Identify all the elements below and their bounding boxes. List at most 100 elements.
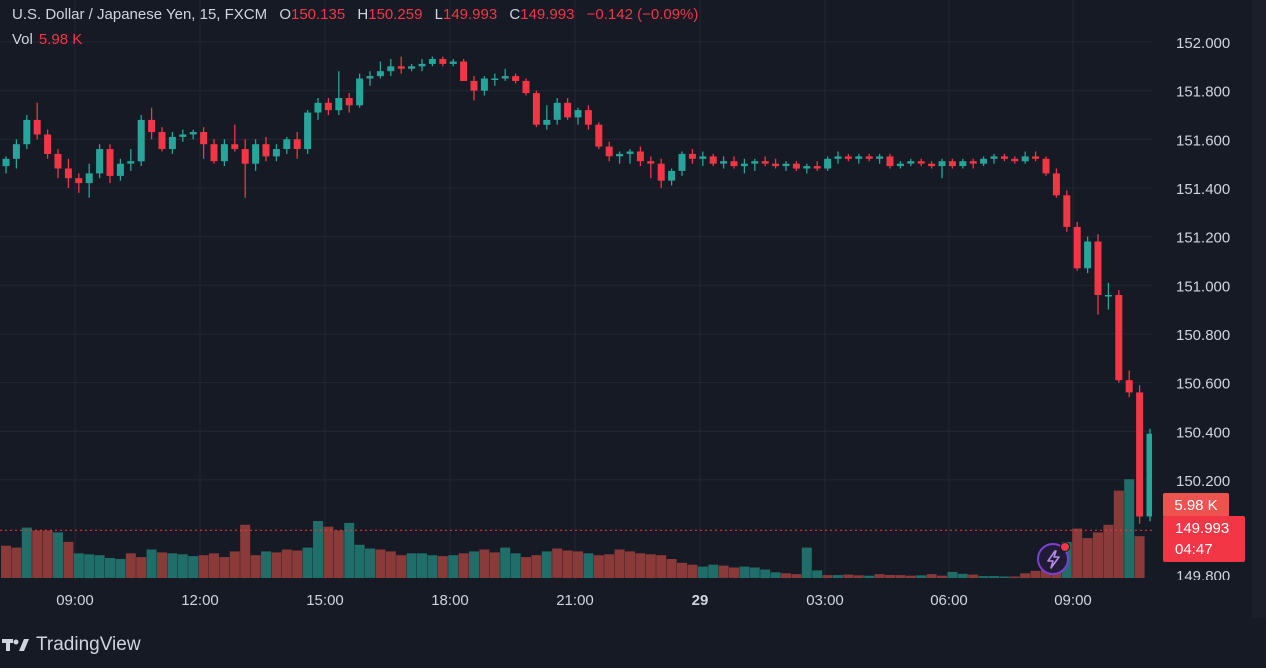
candle [876, 153, 884, 164]
candle-body [23, 119, 31, 145]
candle-body [636, 151, 644, 162]
candle [179, 129, 187, 142]
footer-bar [0, 618, 1266, 668]
time-tick-label: 03:00 [806, 592, 844, 609]
candle-body [678, 153, 686, 171]
volume-bar [989, 576, 999, 578]
volume-bar [136, 557, 147, 578]
volume-bar [905, 575, 916, 578]
volume-bar [552, 548, 563, 578]
candle [137, 115, 145, 167]
volume-bar [167, 553, 178, 578]
candle-body [44, 134, 52, 154]
time-axis[interactable]: 09:00 12:00 15:00 18:00 21:00 29 03:00 06:00 09:… [56, 592, 1092, 609]
candle-body [647, 161, 655, 164]
volume-bar [198, 555, 209, 578]
price-tick-label: 152.000 [1176, 35, 1230, 52]
alert-lightning-button[interactable] [1037, 542, 1070, 575]
candle-body [855, 156, 863, 159]
volume-bar [32, 530, 43, 578]
volume-bar [843, 574, 854, 578]
candle-countdown: 04:47 [1175, 541, 1213, 558]
candle-body [824, 158, 832, 169]
candle-body [959, 161, 967, 167]
candle [1042, 156, 1050, 176]
volume-bar [541, 551, 552, 578]
time-tick-label: 29 [692, 592, 709, 609]
candle-body [980, 158, 988, 164]
low-value: 149.993 [442, 6, 498, 23]
candle-body [532, 93, 540, 125]
candle-body [584, 110, 592, 125]
candle-body [1136, 392, 1144, 517]
candle [356, 73, 364, 108]
candle [23, 115, 31, 150]
candle [158, 127, 166, 152]
candle-body [158, 132, 166, 149]
price-tick-label: 151.400 [1176, 181, 1230, 198]
candle [1115, 290, 1123, 383]
candle-body [293, 139, 301, 149]
candle-body [408, 66, 416, 69]
candle [792, 161, 800, 171]
volume-bar [718, 565, 729, 578]
candle-body [1073, 226, 1081, 269]
volume-bar [697, 566, 708, 578]
candle [387, 59, 395, 77]
volume-legend: Vol 5.98 K [12, 31, 82, 48]
volume-bar [323, 526, 334, 578]
volume-bar [1124, 479, 1135, 578]
volume-bar [313, 521, 323, 578]
volume-bar [729, 567, 739, 578]
candle [834, 151, 842, 164]
candle [324, 98, 332, 115]
candle-body [428, 59, 436, 64]
candle-body [1063, 195, 1071, 227]
candle [969, 158, 977, 169]
volume-bar [53, 532, 63, 578]
volume-label[interactable]: Vol [12, 31, 33, 48]
last-price-value: 149.993 [1175, 520, 1230, 537]
candle-body [688, 153, 696, 159]
symbol-title[interactable]: U.S. Dollar / Japanese Yen, 15, FXCM [12, 6, 268, 23]
volume-bar [656, 555, 667, 578]
candle [907, 158, 915, 167]
candle [189, 129, 197, 140]
volume-bar [354, 544, 365, 579]
candle-body [782, 163, 790, 167]
price-axis[interactable]: 152.000 151.800 151.600 151.400 151.200 151.0… [1176, 35, 1230, 585]
volume-bar [583, 553, 594, 578]
volume-bar [531, 555, 542, 578]
volume-bar [791, 574, 802, 578]
volume-badge: 5.98 K [1163, 493, 1229, 517]
low-label: L [434, 6, 443, 23]
volume-bar [42, 530, 53, 578]
candle [512, 73, 520, 84]
volume-bar [365, 548, 375, 578]
candle [595, 122, 603, 150]
tradingview-branding[interactable]: TradingView [0, 632, 141, 658]
price-tick-label: 150.600 [1176, 376, 1230, 393]
candle-body [220, 144, 228, 162]
candle-body [834, 156, 842, 159]
candle-body [314, 102, 322, 113]
candle [532, 90, 540, 128]
candle [522, 78, 530, 96]
candle [293, 132, 301, 159]
volume-bar [957, 573, 968, 578]
ohlc-legend: U.S. Dollar / Japanese Yen, 15, FXCM O15… [12, 6, 698, 23]
candle [210, 139, 218, 164]
volume-bar [895, 575, 906, 578]
candle [844, 153, 852, 162]
candle [200, 127, 208, 159]
candle-body [96, 149, 104, 174]
volume-bar [458, 553, 469, 578]
candle-body [1125, 380, 1133, 393]
volume-bar [812, 570, 823, 578]
candle-body [501, 76, 509, 79]
candle [1021, 151, 1029, 164]
volume-bar [84, 554, 95, 579]
candle-body [1032, 156, 1040, 159]
candle [1063, 190, 1071, 232]
